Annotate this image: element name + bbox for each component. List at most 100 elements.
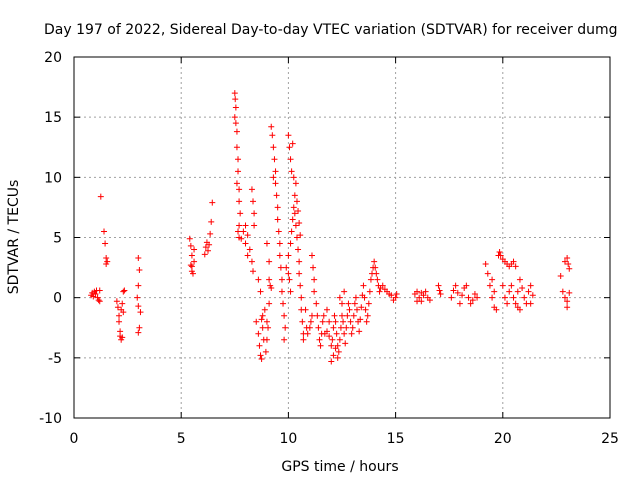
data-point — [426, 297, 433, 304]
data-point — [452, 282, 459, 289]
x-tick-label: 20 — [494, 431, 512, 447]
data-point — [323, 306, 330, 313]
data-point — [436, 287, 443, 294]
data-point — [236, 198, 243, 205]
data-point — [274, 204, 281, 211]
data-point — [326, 333, 333, 340]
data-point — [135, 329, 142, 336]
data-point — [186, 235, 193, 242]
data-point — [499, 282, 506, 289]
data-point — [250, 268, 257, 275]
data-point — [508, 282, 515, 289]
data-point — [337, 324, 344, 331]
data-point — [114, 304, 121, 311]
data-point — [362, 306, 369, 313]
data-point — [388, 292, 395, 299]
data-point — [233, 128, 240, 135]
data-point — [259, 312, 266, 319]
data-point — [525, 288, 532, 295]
data-point — [272, 168, 279, 175]
data-point — [235, 228, 242, 235]
data-point — [282, 324, 289, 331]
data-point — [514, 288, 521, 295]
data-point — [365, 300, 372, 307]
data-point — [350, 312, 357, 319]
data-point — [493, 306, 500, 313]
data-point — [261, 306, 268, 313]
data-point — [323, 328, 330, 335]
data-point — [92, 291, 99, 298]
chart-title: Day 197 of 2022, Sidereal Day-to-day VTE… — [44, 22, 618, 38]
data-point — [343, 324, 350, 331]
data-point — [332, 318, 339, 325]
data-point — [450, 287, 457, 294]
data-point — [205, 247, 211, 254]
data-point — [191, 258, 198, 265]
data-point — [565, 260, 572, 267]
data-point — [342, 340, 349, 347]
data-point — [506, 288, 513, 295]
data-point — [414, 288, 421, 295]
data-point — [248, 258, 255, 265]
data-point — [268, 123, 275, 130]
data-point — [414, 298, 421, 305]
data-point — [265, 324, 272, 331]
data-point — [332, 345, 339, 352]
x-axis-label: GPS time / hours — [281, 459, 398, 475]
data-point — [336, 294, 343, 301]
data-point — [296, 258, 303, 265]
grid-lines — [74, 57, 610, 418]
data-point — [119, 334, 126, 341]
data-point — [304, 330, 311, 337]
data-point — [292, 222, 299, 229]
data-point — [504, 300, 511, 307]
data-point — [316, 336, 323, 343]
data-point — [246, 246, 253, 253]
data-point — [290, 174, 297, 181]
y-axis-label: SDTVAR / TECUs — [6, 180, 22, 295]
data-point — [285, 270, 292, 277]
data-point — [277, 264, 284, 271]
data-point — [137, 309, 144, 316]
data-point — [527, 300, 534, 307]
data-point — [235, 156, 242, 163]
data-point — [335, 348, 342, 355]
data-point — [300, 336, 307, 343]
data-point — [232, 96, 239, 103]
data-point — [345, 300, 352, 307]
data-point — [358, 304, 365, 311]
data-point — [287, 288, 294, 295]
data-point — [516, 276, 523, 283]
data-point — [496, 248, 503, 255]
data-point — [207, 230, 214, 237]
data-point — [286, 276, 293, 283]
x-tick-label: 10 — [279, 431, 297, 447]
data-point — [326, 318, 333, 325]
data-point — [253, 318, 260, 325]
data-point — [374, 276, 381, 283]
data-point — [437, 291, 444, 298]
data-point — [208, 218, 215, 225]
data-point — [278, 276, 285, 283]
data-point — [329, 336, 336, 343]
data-point — [463, 282, 470, 289]
data-point — [95, 297, 102, 304]
data-point — [288, 168, 295, 175]
y-tick-label: 10 — [44, 170, 62, 186]
data-point — [135, 254, 142, 261]
data-point — [96, 287, 103, 294]
data-point — [297, 282, 304, 289]
data-point — [276, 252, 283, 259]
data-point — [459, 292, 466, 299]
data-point — [422, 288, 429, 295]
data-point — [97, 193, 104, 200]
data-point — [275, 228, 282, 235]
data-point — [255, 276, 262, 283]
data-point — [259, 324, 266, 331]
data-point — [104, 258, 111, 265]
data-point — [289, 140, 296, 147]
data-point — [291, 192, 298, 199]
data-point — [482, 260, 489, 267]
data-point — [349, 324, 356, 331]
